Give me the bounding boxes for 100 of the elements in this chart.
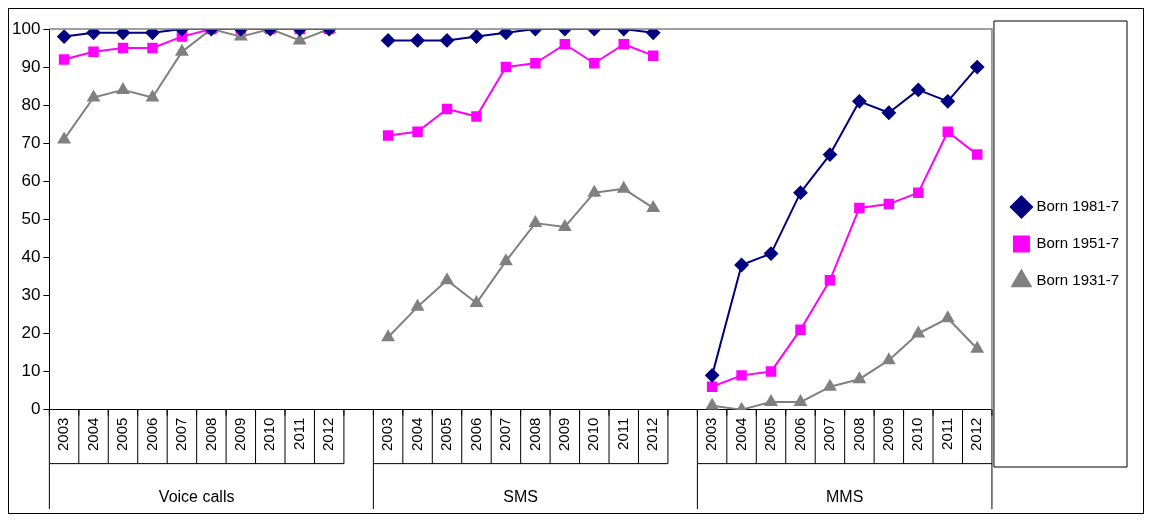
point (883, 198, 895, 210)
point (646, 29, 661, 40)
point (440, 33, 455, 48)
x-tick-label: 2008 (201, 417, 219, 452)
x-tick-label: 2008 (525, 417, 543, 452)
point (794, 395, 807, 407)
text: SMS (503, 488, 538, 506)
point (412, 126, 423, 138)
point (913, 187, 924, 198)
text: Voice calls (158, 488, 235, 506)
point (588, 185, 601, 197)
point (147, 42, 158, 54)
x-tick-label: 2006 (142, 417, 160, 452)
point (971, 149, 983, 160)
x-tick-label: 2012 (319, 417, 337, 452)
point (854, 202, 865, 214)
text: MMS (826, 488, 864, 506)
point (410, 33, 425, 48)
x-tick-label: 2006 (466, 417, 484, 452)
point (853, 372, 866, 384)
x-tick-label: 2006 (790, 417, 808, 452)
x-tick-label: 2012 (967, 417, 985, 452)
x-tick-label: 2010 (584, 417, 602, 452)
point (647, 200, 660, 212)
point (764, 246, 779, 261)
point (146, 90, 159, 102)
point (117, 42, 129, 54)
point (795, 324, 806, 335)
point (882, 353, 896, 365)
point (145, 29, 160, 40)
y-tick-label: 20 (21, 323, 41, 343)
point (589, 58, 600, 69)
x-tick-label: 2009 (878, 417, 896, 452)
point (58, 54, 70, 65)
point (736, 370, 747, 381)
point (971, 341, 984, 353)
point (440, 273, 454, 285)
point (793, 185, 808, 200)
point (499, 254, 513, 266)
x-tick-label: 2010 (908, 417, 926, 452)
x-tick-label: 2010 (260, 417, 278, 452)
y-tick-label: 90 (21, 56, 41, 76)
x-tick-label: 2011 (937, 417, 955, 450)
x-tick-label: 2009 (554, 417, 572, 452)
point (470, 296, 483, 308)
point (57, 132, 71, 144)
y-tick-label: 80 (21, 94, 41, 114)
x-tick-label: 2008 (849, 417, 867, 452)
point (911, 82, 926, 97)
point (970, 60, 985, 75)
point (706, 381, 718, 393)
x-tick-label: 2004 (731, 417, 749, 452)
point (940, 94, 955, 109)
point (824, 274, 836, 286)
point (87, 90, 100, 102)
x-tick-label: 2009 (230, 417, 248, 452)
y-tick-label: 10 (21, 361, 41, 381)
point (618, 38, 629, 50)
point (57, 29, 72, 44)
point (469, 29, 484, 44)
x-tick-label: 2005 (761, 417, 779, 452)
point (647, 50, 659, 61)
point (116, 82, 130, 94)
point (382, 130, 394, 141)
point (500, 61, 512, 73)
point (498, 29, 513, 40)
point (705, 368, 720, 383)
x-tick-label: 2003 (702, 417, 720, 452)
x-tick-label: 2005 (437, 417, 455, 452)
legend-label: Born 1981-7 (1036, 197, 1119, 215)
x-tick-label: 2004 (83, 417, 101, 452)
x-tick-label: 2005 (113, 417, 131, 452)
y-tick-label: 50 (21, 209, 41, 228)
point (765, 366, 777, 377)
x-tick-label: 2007 (820, 417, 838, 452)
y-tick-label: 60 (21, 170, 41, 190)
y-tick-label: 100 (11, 18, 41, 38)
x-tick-label: 2007 (496, 417, 514, 452)
y-tick-label: 40 (21, 247, 41, 267)
point (912, 326, 925, 338)
y-tick-label: 0 (30, 399, 41, 419)
point (941, 311, 954, 323)
point (471, 111, 482, 122)
y-tick-label: 30 (21, 285, 41, 305)
point (88, 46, 99, 58)
point (881, 105, 896, 120)
point (823, 379, 837, 391)
point (705, 398, 719, 410)
point (86, 29, 101, 40)
point (559, 38, 571, 50)
point (822, 147, 837, 162)
point (529, 216, 542, 228)
point (734, 257, 749, 272)
x-tick-label: 2012 (643, 417, 661, 452)
legend-label: Born 1951-7 (1036, 234, 1119, 252)
point (617, 181, 630, 193)
point (116, 29, 130, 40)
point (942, 126, 953, 138)
point (530, 58, 541, 69)
point (852, 94, 867, 109)
